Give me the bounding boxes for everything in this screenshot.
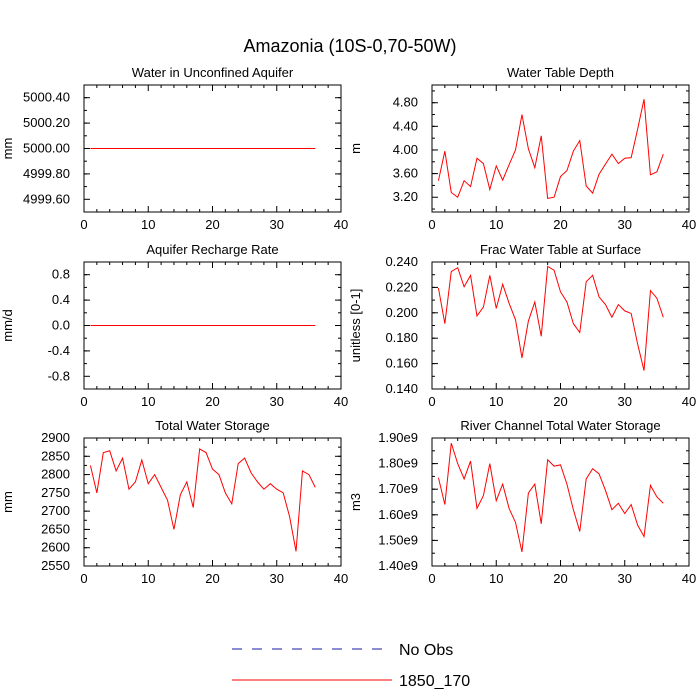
x-tick-label: 20 — [205, 571, 219, 586]
x-tick-label: 0 — [80, 571, 87, 586]
x-tick-label: 10 — [489, 217, 503, 232]
y-tick-label: 1.40e9 — [378, 558, 418, 573]
x-tick-label: 0 — [80, 394, 87, 409]
x-tick-label: 10 — [489, 571, 503, 586]
y-tick-label: 0.4 — [52, 292, 70, 307]
x-tick-label: 30 — [618, 571, 632, 586]
chart-title: Water in Unconfined Aquifer — [132, 65, 294, 80]
x-tick-label: 40 — [682, 571, 696, 586]
y-axis-label: mm — [0, 491, 15, 513]
x-tick-label: 30 — [270, 394, 284, 409]
y-tick-label: 0.180 — [385, 330, 418, 345]
x-tick-label: 20 — [553, 394, 567, 409]
y-tick-label: 3.20 — [393, 189, 418, 204]
x-tick-label: 30 — [270, 217, 284, 232]
y-tick-label: 1.50e9 — [378, 532, 418, 547]
y-tick-label: 4.80 — [393, 95, 418, 110]
legend: No Obs 1850_170 — [232, 642, 470, 690]
series-line — [89, 448, 316, 552]
y-tick-label: 0.0 — [52, 318, 70, 333]
x-tick-label: 40 — [334, 571, 348, 586]
x-tick-label: 40 — [334, 217, 348, 232]
x-tick-label: 0 — [428, 571, 435, 586]
y-axis-label: unitless [0-1] — [348, 289, 363, 363]
chart-panel-6: River Channel Total Water Storage m3 0 10 20… — [348, 418, 696, 586]
y-tick-label: 0.240 — [385, 254, 418, 269]
chart-panel-4: Frac Water Table at Surface unitless [0-1… — [348, 242, 696, 409]
y-tick-label: 2650 — [41, 521, 70, 536]
x-tick-label: 0 — [80, 217, 87, 232]
plot-frame — [431, 437, 690, 567]
x-tick-label: 20 — [205, 394, 219, 409]
legend-label-1850-170: 1850_170 — [399, 673, 470, 690]
x-tick-label: 10 — [141, 394, 155, 409]
chart-panel-5: Total Water Storage mm 0 10 20 30 40 2550 2600 26… — [0, 418, 348, 586]
y-tick-label: 2700 — [41, 503, 70, 518]
legend-label-no-obs: No Obs — [399, 642, 453, 659]
y-tick-label: 4999.80 — [23, 166, 70, 181]
y-tick-label: 2850 — [41, 448, 70, 463]
x-tick-label: 0 — [428, 394, 435, 409]
y-tick-label: 0.8 — [52, 267, 70, 282]
chart-title: Total Water Storage — [155, 418, 269, 433]
series-line — [437, 99, 664, 199]
y-axis-label: m — [348, 143, 363, 154]
y-tick-label: 2550 — [41, 558, 70, 573]
y-tick-label: 1.90e9 — [378, 430, 418, 445]
x-tick-label: 10 — [141, 571, 155, 586]
y-tick-label: 3.60 — [393, 166, 418, 181]
y-tick-label: 2800 — [41, 467, 70, 482]
chart-panel-2: Water Table Depth m 0 10 20 30 40 3.20 3.60 4.00 4… — [348, 65, 696, 232]
y-tick-label: 1.80e9 — [378, 456, 418, 471]
y-tick-label: 2900 — [41, 430, 70, 445]
y-tick-label: -0.4 — [48, 343, 70, 358]
y-tick-label: 0.200 — [385, 305, 418, 320]
x-tick-label: 40 — [334, 394, 348, 409]
y-axis-label: m3 — [348, 493, 363, 511]
x-tick-label: 20 — [205, 217, 219, 232]
series-line — [437, 442, 664, 553]
y-tick-label: 0.160 — [385, 356, 418, 371]
x-tick-label: 10 — [141, 217, 155, 232]
chart-panel-1: Water in Unconfined Aquifer mm 0 10 20 30 40 49… — [0, 65, 348, 232]
x-tick-label: 20 — [553, 217, 567, 232]
chart-title: River Channel Total Water Storage — [460, 418, 660, 433]
y-axis-label: mm/d — [0, 309, 15, 342]
y-tick-label: 2750 — [41, 485, 70, 500]
series-line — [437, 265, 664, 371]
x-tick-label: 30 — [270, 571, 284, 586]
y-tick-label: -0.8 — [48, 368, 70, 383]
x-tick-label: 30 — [618, 394, 632, 409]
x-tick-label: 20 — [553, 571, 567, 586]
y-tick-label: 5000.40 — [23, 90, 70, 105]
plot-frame — [431, 261, 690, 390]
x-tick-label: 10 — [489, 394, 503, 409]
y-tick-label: 1.70e9 — [378, 481, 418, 496]
page-title: Amazonia (10S-0,70-50W) — [243, 36, 456, 56]
y-axis-label: mm — [0, 138, 15, 160]
chart-title: Frac Water Table at Surface — [480, 242, 641, 257]
x-tick-label: 40 — [682, 394, 696, 409]
plot-frame — [431, 84, 690, 213]
y-tick-label: 1.60e9 — [378, 507, 418, 522]
x-tick-label: 30 — [618, 217, 632, 232]
y-tick-label: 0.140 — [385, 381, 418, 396]
x-tick-label: 40 — [682, 217, 696, 232]
y-tick-label: 0.220 — [385, 279, 418, 294]
y-tick-label: 4999.60 — [23, 191, 70, 206]
chart-title: Aquifer Recharge Rate — [146, 242, 278, 257]
y-tick-label: 5000.20 — [23, 115, 70, 130]
y-tick-label: 2600 — [41, 540, 70, 555]
chart-panels: Water in Unconfined Aquifer mm 0 10 20 30 40 49… — [0, 65, 696, 586]
x-tick-label: 0 — [428, 217, 435, 232]
chart-panel-3: Aquifer Recharge Rate mm/d 0 10 20 30 40 -0.8 -0… — [0, 242, 348, 409]
chart-title: Water Table Depth — [507, 65, 614, 80]
y-tick-label: 4.40 — [393, 118, 418, 133]
y-tick-label: 5000.00 — [23, 141, 70, 156]
y-tick-label: 4.00 — [393, 142, 418, 157]
